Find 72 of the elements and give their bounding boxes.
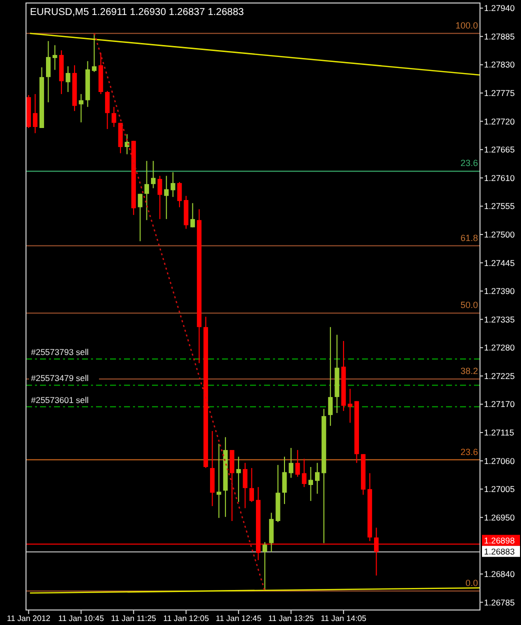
candlestick (328, 326, 333, 426)
ref-line-label: #25573601 sell (31, 394, 89, 405)
y-tick-label: 1.27060 (484, 456, 515, 466)
y-tick-label: 1.27610 (484, 172, 515, 183)
candlestick (92, 32, 97, 72)
annotation: 50.0 (460, 300, 478, 310)
candlestick (150, 160, 156, 189)
candlestick (288, 447, 294, 478)
candlestick (144, 160, 150, 221)
annotation: 23.6 (460, 158, 478, 168)
annotation: 23.6 (460, 446, 478, 457)
x-tick-label: 11 Jan 13:25 (268, 614, 314, 623)
annotation: 38.2 (460, 366, 478, 376)
y-tick-label: 1.26840 (484, 568, 515, 579)
candlestick (78, 94, 84, 123)
ref-line-label: #25573793 sell (31, 346, 89, 357)
candlestick (124, 134, 130, 155)
y-tick-label: 1.27335 (484, 314, 515, 324)
annotation: 0.0 (465, 578, 478, 588)
candlestick (216, 443, 222, 518)
candlestick (164, 175, 169, 220)
y-tick-label: 1.27500 (484, 229, 515, 240)
x-tick-label: 11 Jan 12:05 (163, 614, 210, 623)
x-tick-label: 11 Jan 14:05 (320, 614, 367, 623)
y-tick-label: 1.27555 (484, 201, 515, 212)
y-tick-label: 1.27225 (484, 370, 515, 381)
candlestick (295, 450, 300, 478)
candlestick (236, 456, 241, 502)
candlestick (32, 94, 38, 134)
x-tick-label: 11 Jan 12:45 (216, 614, 262, 623)
chart-title: EURUSD,M5 1.26911 1.26930 1.26837 1.26883 (30, 7, 244, 18)
candlestick (52, 44, 58, 70)
y-tick-label: 1.27445 (484, 258, 515, 268)
candlestick (348, 388, 352, 424)
candlestick (315, 462, 320, 494)
annotation: 61.8 (460, 232, 478, 243)
candlestick (112, 106, 116, 128)
y-tick-label: 1.26785 (484, 597, 515, 608)
candlestick (158, 175, 162, 220)
y-tick-label: 1.27170 (484, 399, 515, 410)
candlestick (190, 202, 195, 228)
x-tick-label: 11 Jan 11:25 (111, 614, 157, 623)
y-tick-label: 1.27830 (484, 60, 515, 70)
candlestick (282, 456, 287, 505)
x-tick-label: 11 Jan 2012 (6, 614, 51, 623)
candlestick (105, 90, 110, 130)
y-tick-label: 1.26950 (484, 512, 515, 522)
candlestick (138, 193, 142, 242)
candlestick (242, 462, 248, 509)
candlestick (177, 182, 182, 208)
ref-line-label: 1.26898 (484, 535, 515, 546)
y-tick-label: 1.27665 (484, 144, 515, 155)
y-tick-label: 1.27005 (484, 484, 515, 494)
candlestick (262, 542, 268, 592)
y-tick-label: 1.27280 (484, 342, 515, 353)
y-tick-label: 1.27885 (484, 31, 515, 42)
ref-line-label: #25573479 sell (31, 373, 89, 384)
candlestick (46, 40, 51, 103)
y-tick-label: 1.27720 (484, 116, 515, 126)
y-tick-label: 1.27115 (484, 428, 514, 438)
y-tick-label: 1.27775 (484, 88, 515, 98)
candlestick (308, 466, 314, 502)
annotation: 100.0 (455, 20, 478, 30)
candlestick (66, 66, 70, 92)
y-tick-label: 1.27390 (484, 286, 515, 296)
ref-line-label: 1.26883 (484, 546, 515, 556)
candlestick (230, 450, 234, 522)
x-tick-label: 11 Jan 10:45 (58, 614, 104, 623)
y-tick-label: 1.27940 (484, 3, 515, 14)
candlestick (170, 172, 176, 198)
candlestick (249, 468, 254, 502)
candlestick (302, 458, 306, 488)
